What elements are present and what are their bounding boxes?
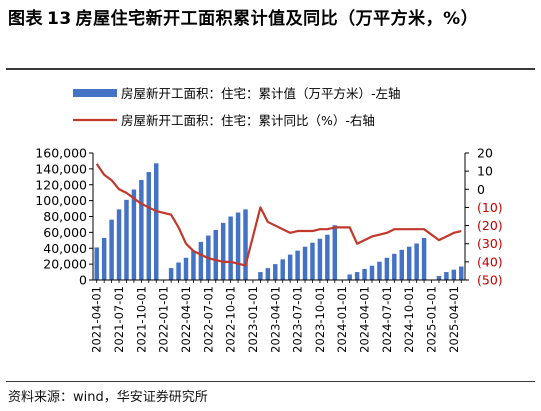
bar [124, 199, 129, 280]
yoy-line [95, 163, 462, 267]
bar [265, 268, 271, 280]
bar [154, 163, 159, 280]
bar [436, 276, 442, 280]
bar [302, 246, 308, 280]
bar [406, 246, 412, 280]
right-axis-tick-label: (10) [477, 200, 503, 215]
figure-label: 图表 [8, 9, 43, 29]
bar [354, 272, 360, 280]
left-axis-tick-label: 100,000 [35, 193, 87, 208]
bar [191, 250, 196, 280]
bar [198, 241, 204, 280]
line-series [95, 163, 462, 267]
bar [228, 216, 233, 280]
legend-bar-label: 房屋新开工面积：住宅：累计值（万平方米）-左轴 [121, 86, 401, 101]
bar [101, 237, 107, 280]
bar [377, 261, 382, 280]
x-axis-tick-label: 2021-07-01 [112, 286, 126, 353]
x-axis-tick-label: 2021-04-01 [90, 286, 104, 353]
left-axis-tick-label: 160,000 [35, 146, 87, 161]
bar [273, 264, 278, 280]
bar [392, 253, 397, 280]
bar [176, 262, 181, 280]
bar [139, 179, 144, 280]
x-axis-tick-label: 2024-04-01 [358, 286, 372, 353]
left-axis-tick-label: 80,000 [43, 209, 87, 224]
right-axis-tick-label: (30) [477, 236, 503, 251]
bar [295, 250, 300, 280]
bar [347, 274, 352, 280]
x-axis: 2021-04-01 2021-07-01 2021-10-01 2022-01-01… [90, 279, 465, 353]
figure-number: 13 [47, 9, 72, 29]
right-axis-tick-label: (40) [477, 254, 503, 269]
left-axis: 020,00040,00060,00080,000100,000120,0001… [35, 146, 94, 288]
bar-series [94, 163, 464, 280]
bar [451, 269, 457, 280]
x-axis-tick-label: 2023-10-01 [313, 286, 327, 353]
source-divider [6, 381, 535, 382]
x-axis-tick-label: 2022-10-01 [224, 286, 238, 353]
x-axis-tick-label: 2024-07-01 [380, 286, 394, 353]
right-axis-tick-label: (20) [477, 218, 503, 233]
x-axis-tick-label: 2023-04-01 [268, 286, 282, 353]
bar [168, 268, 174, 280]
bar [258, 272, 263, 280]
figure-title: 图表 13 房屋住宅新开工面积累计值及同比（万平方米，%） [8, 6, 533, 32]
x-axis-tick-label: 2024-10-01 [402, 286, 416, 353]
bar [243, 209, 248, 280]
bar [459, 266, 464, 280]
legend: 房屋新开工面积：住宅：累计值（万平方米）-左轴房屋新开工面积：住宅：累计同比（%… [73, 86, 401, 128]
left-axis-tick-label: 120,000 [35, 177, 87, 192]
bar [183, 257, 189, 280]
bar [220, 222, 226, 280]
x-axis-tick-label: 2022-07-01 [201, 286, 215, 353]
bar [332, 225, 338, 280]
source-note: 资料来源：wind，华安证券研究所 [8, 390, 208, 405]
bar [213, 229, 218, 280]
bar [116, 209, 122, 280]
x-axis-tick-label: 2025-01-01 [425, 286, 439, 353]
right-axis-tick-label: 20 [477, 146, 493, 161]
bar [109, 219, 114, 280]
x-axis-tick-label: 2023-01-01 [246, 286, 260, 353]
bar [94, 247, 99, 280]
bar [414, 243, 419, 280]
legend-line-label: 房屋新开工面积：住宅：累计同比（%）-右轴 [121, 113, 375, 128]
bar [131, 189, 137, 280]
bar [399, 249, 404, 280]
bar [287, 254, 293, 280]
left-axis-tick-label: 60,000 [43, 225, 87, 240]
bar [444, 272, 449, 280]
bar [384, 257, 390, 280]
right-axis-tick-label: (50) [477, 273, 503, 288]
bar [369, 265, 375, 280]
bar [280, 259, 285, 280]
bar [362, 268, 367, 280]
right-axis-tick-label: 0 [477, 182, 485, 197]
bar [146, 172, 152, 280]
bar [325, 234, 330, 280]
title-divider [6, 68, 535, 70]
right-axis-tick-label: 10 [477, 164, 493, 179]
right-axis: (50) (40) (30) (20) (10) 0 10 20 [464, 146, 503, 288]
left-axis-tick-label: 0 [79, 273, 87, 288]
bar [235, 212, 241, 280]
x-axis-tick-label: 2024-01-01 [335, 286, 349, 353]
legend-bar-swatch [73, 89, 117, 97]
x-axis-tick-label: 2022-04-01 [179, 286, 193, 353]
bar [310, 242, 315, 280]
x-axis-tick-label: 2022-01-01 [157, 286, 171, 353]
x-axis-tick-label: 2021-10-01 [134, 286, 148, 353]
bar [421, 237, 427, 280]
x-axis-tick-label: 2023-07-01 [291, 286, 305, 353]
x-axis-tick-label: 2025-04-01 [447, 286, 461, 353]
left-axis-tick-label: 20,000 [43, 257, 87, 272]
figure-title-text: 房屋住宅新开工面积累计值及同比（万平方米，%） [75, 9, 479, 29]
left-axis-tick-label: 140,000 [35, 161, 87, 176]
bar [317, 238, 323, 280]
left-axis-tick-label: 40,000 [43, 241, 87, 256]
